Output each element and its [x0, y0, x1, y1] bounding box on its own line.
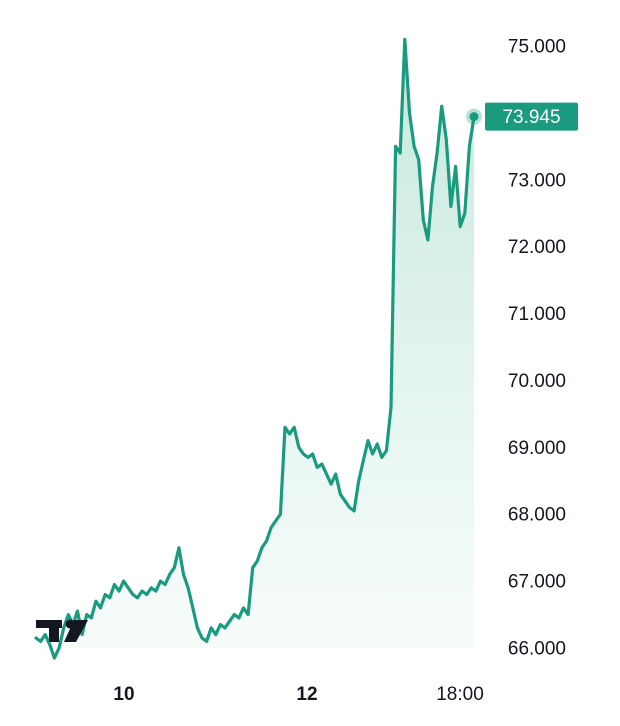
last-price-badge	[485, 102, 578, 131]
y-tick-label: 73.000	[508, 170, 566, 191]
price-area-fill	[36, 39, 474, 659]
y-tick-label: 71.000	[508, 304, 566, 325]
x-tick-label: 12	[296, 684, 317, 705]
y-tick-label: 68.000	[508, 505, 566, 526]
x-tick-label: 18:00	[436, 684, 484, 705]
y-tick-label: 66.000	[508, 639, 566, 660]
price-line	[34, 37, 476, 660]
x-tick-label: 10	[113, 684, 134, 705]
y-tick-label: 75.000	[508, 37, 566, 58]
y-tick-label: 69.000	[508, 438, 566, 459]
y-tick-label: 70.000	[508, 371, 566, 392]
last-price-label: 73.945	[502, 107, 560, 128]
y-tick-label: 72.000	[508, 237, 566, 258]
y-tick-label: 67.000	[508, 572, 566, 593]
last-price-marker	[469, 112, 479, 122]
tradingview-logo	[36, 619, 88, 642]
